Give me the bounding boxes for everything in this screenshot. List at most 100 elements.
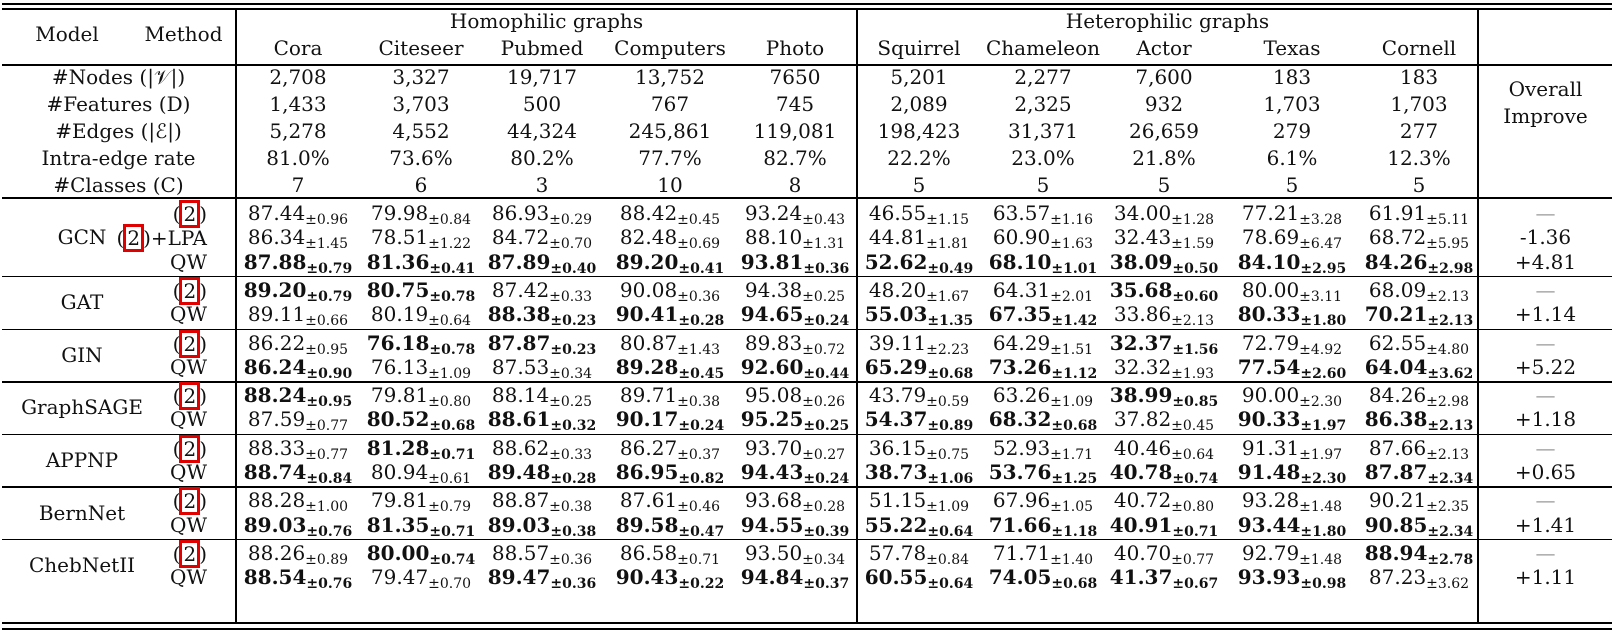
result-cell: 36.15±0.75 [868, 435, 970, 463]
result-cell: 78.51±1.22 [370, 225, 472, 253]
std-dev: ±0.23 [550, 341, 597, 358]
method-label: (2) [172, 200, 207, 228]
dataset-citeseer: Citeseer [378, 36, 464, 60]
result-cell: 88.87±0.38 [491, 488, 593, 516]
std-dev: ±1.09 [926, 499, 970, 516]
header-overall: Overall [1508, 77, 1583, 101]
result-cell: 76.18±0.78 [366, 330, 476, 358]
std-dev: ±2.78 [1427, 551, 1474, 568]
stat-label: #Classes (C) [53, 173, 184, 197]
std-dev: ±0.23 [550, 313, 597, 330]
std-dev: ±0.96 [305, 212, 349, 228]
std-dev: ±0.40 [550, 260, 597, 277]
method-label: (2) [172, 382, 207, 411]
std-dev: ±0.64 [927, 576, 974, 593]
std-dev: ±1.81 [926, 236, 970, 253]
stat-value: 277 [1399, 119, 1439, 143]
std-dev: ±0.76 [306, 576, 353, 593]
result-cell: 67.35±1.42 [988, 302, 1098, 330]
std-dev: ±0.79 [306, 260, 353, 277]
result-cell: 63.57±1.16 [992, 201, 1094, 228]
std-dev: ±1.48 [1299, 499, 1343, 516]
method-label: (2) [172, 487, 207, 516]
method-label: (2)+LPA [116, 224, 207, 253]
method-label: QW [170, 460, 207, 484]
group-rule [2, 486, 1612, 488]
result-cell: 55.22±0.64 [864, 512, 974, 540]
result-cell: 86.24±0.90 [243, 354, 353, 382]
model-name: ChebNetII [29, 553, 135, 578]
result-cell: 90.33±1.97 [1237, 407, 1347, 435]
header-rule [2, 64, 1612, 66]
dataset-texas: Texas [1263, 36, 1321, 60]
method-label: QW [170, 354, 207, 379]
improve-value: -1.36 [1519, 225, 1572, 250]
result-cell: 52.62±0.49 [864, 249, 974, 277]
std-dev: ±5.11 [1426, 212, 1470, 228]
highlight-box: 2 [123, 224, 145, 253]
result-cell: 91.31±1.97 [1241, 435, 1343, 463]
result-cell: 89.03±0.38 [487, 512, 597, 540]
result-cell: 76.13±1.09 [370, 354, 472, 382]
header-model: Model [35, 22, 99, 46]
std-dev: ±2.34 [1427, 471, 1474, 487]
result-cell: 90.21±2.35 [1368, 488, 1470, 516]
result-cell: 88.10±1.31 [744, 225, 846, 253]
std-dev: ±1.80 [1300, 313, 1347, 330]
group-rule [2, 433, 1612, 436]
std-dev: ±1.40 [1050, 551, 1094, 568]
result-cell: 88.94±2.78 [1364, 540, 1474, 568]
std-dev: ±0.78 [429, 341, 476, 358]
result-cell: 93.81±0.36 [740, 249, 850, 277]
std-dev: ±0.22 [678, 576, 725, 593]
result-cell: 61.91±5.11 [1368, 201, 1470, 228]
result-cell: 88.74±0.84 [243, 460, 353, 487]
header-heterophilic: Heterophilic graphs [1065, 9, 1270, 33]
stat-value: 19,717 [507, 65, 577, 89]
result-cell: 77.54±2.60 [1237, 354, 1347, 382]
result-cell: 84.10±2.95 [1237, 249, 1347, 277]
improve-value: — [1535, 201, 1556, 225]
std-dev: ±0.25 [803, 418, 850, 435]
std-dev: ±2.98 [1427, 260, 1474, 277]
std-dev: ±0.80 [1171, 499, 1215, 516]
std-dev: ±1.63 [1050, 236, 1094, 253]
top-rule [2, 3, 1612, 5]
method-label: QW [170, 512, 207, 537]
std-dev: ±0.45 [678, 365, 725, 382]
std-dev: ±0.27 [802, 446, 846, 463]
result-cell: 89.20±0.79 [243, 277, 353, 305]
dataset-computers: Computers [614, 36, 726, 60]
std-dev: ±1.09 [1050, 394, 1094, 411]
result-cell: 84.72±0.70 [491, 225, 593, 253]
group-rule [2, 275, 1612, 278]
stat-value: 8 [788, 173, 802, 197]
std-dev: ±0.45 [1171, 418, 1215, 435]
stat-value: 745 [775, 92, 815, 116]
stat-value: 4,552 [392, 119, 450, 143]
result-cell: 93.50±0.34 [744, 540, 846, 568]
std-dev: ±0.71 [677, 551, 721, 568]
std-dev: ±4.92 [1299, 341, 1343, 358]
std-dev: ±1.05 [1050, 499, 1094, 516]
result-cell: 80.94±0.61 [370, 460, 472, 487]
dataset-pubmed: Pubmed [500, 36, 584, 60]
result-cell: 87.61±0.46 [619, 488, 721, 516]
result-cell: 65.29±0.68 [864, 354, 974, 382]
stat-value: 5 [1285, 173, 1299, 197]
result-cell: 80.00±0.74 [366, 540, 476, 568]
std-dev: ±1.12 [1051, 365, 1098, 382]
model-name: BernNet [38, 500, 126, 525]
result-cell: 89.83±0.72 [744, 330, 846, 358]
method-label: QW [170, 302, 207, 327]
stat-value: 5 [912, 173, 926, 197]
std-dev: ±0.76 [306, 523, 353, 540]
stat-value: 6.1% [1266, 146, 1318, 170]
result-cell: 87.66±2.13 [1368, 435, 1470, 463]
result-cell: 79.47±0.70 [370, 565, 472, 593]
method-label: (2) [172, 539, 207, 568]
stat-value: 10 [657, 173, 683, 197]
result-cell: 86.58±0.71 [619, 540, 721, 568]
std-dev: ±0.69 [677, 236, 721, 253]
